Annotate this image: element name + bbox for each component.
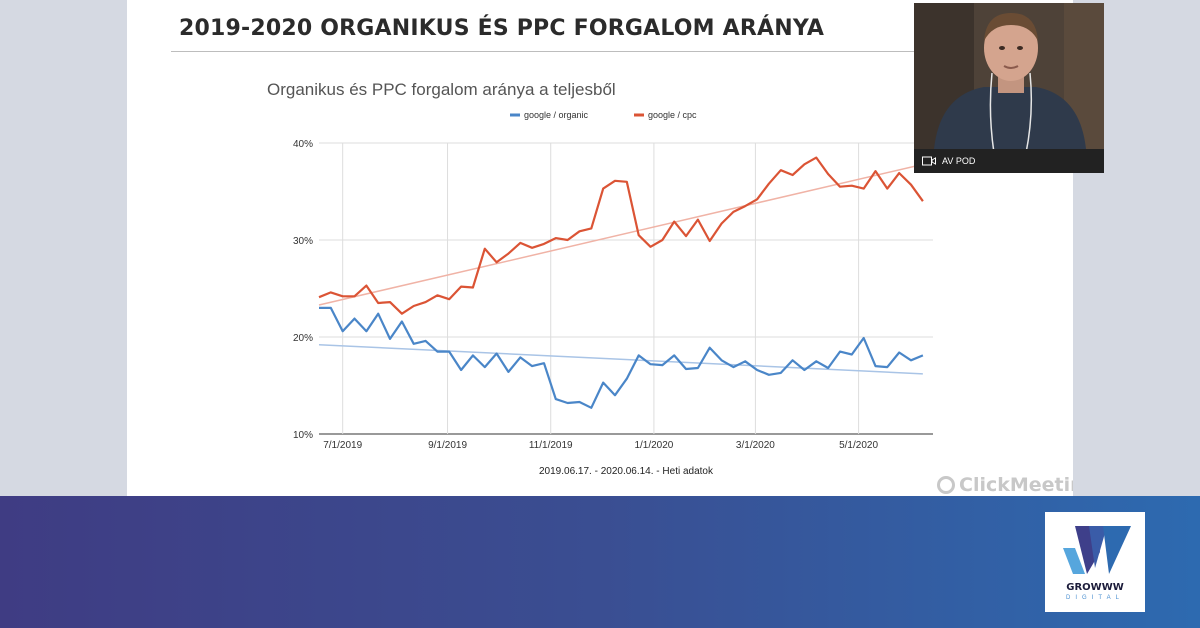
x-tick-label: 3/1/2020 [736, 440, 775, 451]
brand-banner [0, 496, 1200, 628]
line-chart: Organikus és PPC forgalom aránya a telje… [267, 80, 933, 477]
title-divider [171, 51, 1051, 52]
series-line [319, 306, 924, 409]
legend-label: google / cpc [648, 110, 697, 120]
y-tick-label: 40% [293, 139, 313, 150]
participant-name: AV POD [942, 156, 976, 166]
video-camera-icon [922, 156, 936, 166]
x-tick-label: 1/1/2020 [634, 440, 673, 451]
webcam-video-tile[interactable]: AV POD [914, 3, 1104, 173]
x-axis-label: 2019.06.17. - 2020.06.14. - Heti adatok [539, 466, 714, 477]
growww-digital-logo: GROWWW DIGITAL [1045, 512, 1145, 612]
presenter-video [914, 3, 1104, 173]
x-tick-label: 7/1/2019 [323, 440, 362, 451]
watermark-text: ClickMeeting [959, 474, 1073, 496]
logo-wordmark: GROWWW [1066, 582, 1124, 593]
clickmeeting-logo-icon [937, 476, 955, 494]
x-tick-label: 5/1/2020 [839, 440, 878, 451]
clickmeeting-watermark: ClickMeeting [937, 474, 1073, 496]
legend-label: google / organic [524, 110, 589, 120]
series-line [318, 156, 924, 315]
y-tick-label: 20% [293, 333, 313, 344]
trendline [318, 163, 924, 306]
trendline [318, 344, 923, 375]
y-tick-label: 10% [293, 430, 313, 441]
chart-title: Organikus és PPC forgalom aránya a telje… [267, 80, 616, 99]
y-tick-label: 30% [293, 236, 313, 247]
logo-subtitle: DIGITAL [1066, 595, 1124, 601]
webcam-nameplate: AV POD [914, 149, 1104, 173]
x-tick-label: 9/1/2019 [428, 440, 467, 451]
growww-logo-mark-icon [1063, 526, 1131, 574]
x-tick-label: 11/1/2019 [529, 440, 573, 451]
slide-title: 2019-2020 ORGANIKUS ÉS PPC FORGALOM ARÁN… [179, 16, 825, 41]
